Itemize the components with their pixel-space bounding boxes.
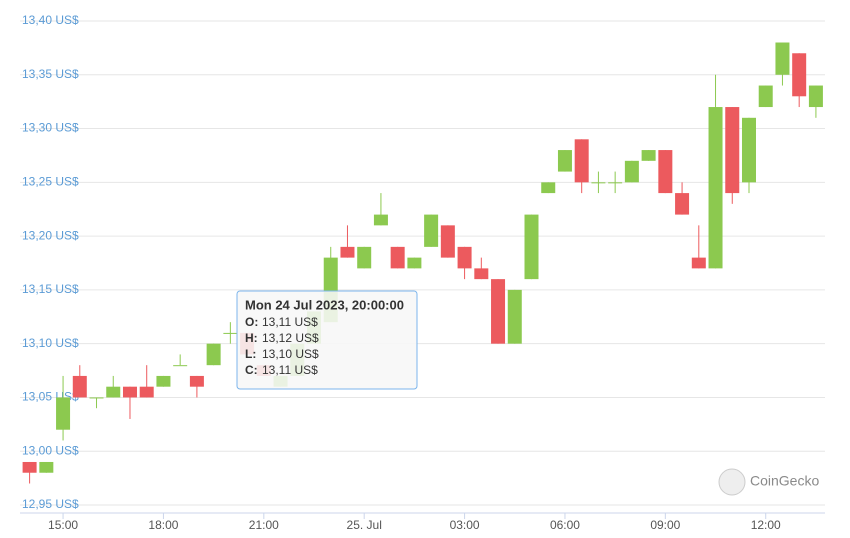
tooltip: Mon 24 Jul 2023, 20:00:00 O: 13,11 US$ H: 13… [236,290,418,390]
y-tick-label: 13,25 US$ [22,175,79,189]
candle-body [440,225,455,258]
candle-body [106,386,121,398]
candle-body [457,246,472,269]
y-tick-label: 13,05 US$ [22,390,79,404]
candle-body [56,397,71,430]
x-tick-label: 12:00 [751,518,781,532]
x-tick-label: 18:00 [148,518,178,532]
watermark: CoinGecko [718,468,819,496]
y-tick-label: 13,20 US$ [22,228,79,242]
candle-body [658,150,673,194]
tooltip-value: 13,11 US$ [262,315,318,329]
y-tick-label: 13,40 US$ [22,13,79,27]
candle-body [741,117,756,183]
tooltip-key: L: [245,347,256,361]
candle-body [189,375,204,387]
candle-body [474,268,489,280]
tooltip-value: 13,12 US$ [262,331,319,345]
candle-body [424,214,439,247]
x-tick-label: 06:00 [550,518,580,532]
watermark-logo [718,468,746,496]
candle-body [541,182,556,194]
watermark-text: CoinGecko [750,473,819,489]
candle-body [89,397,104,399]
candle-body [691,257,706,269]
candle-body [792,53,807,97]
x-tick-label: 09:00 [650,518,680,532]
candle-body [591,182,606,184]
candle-body [139,386,154,398]
candle-body [557,150,572,172]
candle-body [574,139,589,183]
candle-body [390,246,405,269]
candle-body [373,214,388,226]
candle-body [708,107,723,269]
candle-body [173,365,188,367]
candle-body [122,386,137,398]
candle-body [22,461,37,473]
tooltip-box [236,290,418,390]
y-tick-label: 13,15 US$ [22,282,79,296]
x-tick-label: 15:00 [48,518,78,532]
candle-body [223,332,238,334]
candle-body [775,42,790,75]
y-tick-label: 13,35 US$ [22,67,79,81]
candle-body [357,246,372,269]
candle-body [72,375,87,398]
candle-body [524,214,539,280]
x-tick-label: 25. Jul [347,518,382,532]
candle-body [624,160,639,183]
x-tick-label: 03:00 [450,518,480,532]
tooltip-key: O: [245,315,258,329]
candle-body [725,107,740,194]
candle-body [156,375,171,387]
candle-body [407,257,422,269]
candle-body [608,182,623,184]
candle-body [758,85,773,108]
candle-body [340,246,355,258]
y-tick-label: 12,95 US$ [22,497,79,511]
candle-body [507,289,522,344]
tooltip-value: 13,10 US$ [262,347,319,361]
tooltip-title: Mon 24 Jul 2023, 20:00:00 [245,297,404,312]
tooltip-key: H: [245,331,258,345]
x-tick-label: 21:00 [249,518,279,532]
tooltip-key: C: [245,363,258,377]
candle-body [675,193,690,215]
candle-body [206,343,221,366]
y-tick-label: 13,10 US$ [22,336,79,350]
candle-body [808,85,823,108]
candle-body [39,461,54,473]
y-tick-label: 13,00 US$ [22,443,79,457]
candle-body [491,279,506,344]
y-tick-label: 13,30 US$ [22,121,79,135]
candle-body [641,150,656,161]
tooltip-value: 13,11 US$ [262,363,318,377]
